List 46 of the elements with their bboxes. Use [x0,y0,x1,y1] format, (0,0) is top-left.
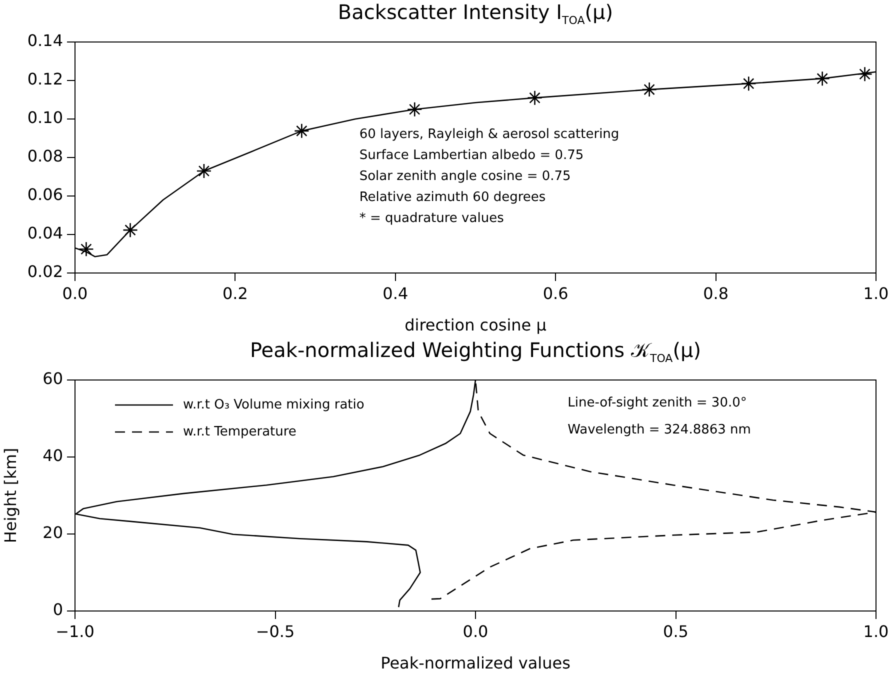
legend-label: w.r.t Temperature [183,424,296,440]
y-tick-label: 20 [42,523,63,542]
chart-title: Backscatter Intensity I$_{TOA}$(μ) [336,0,614,27]
point [196,163,212,179]
point [857,66,872,82]
point [78,241,94,257]
y-tick-label: 0.04 [27,224,63,243]
x-tick-label: 0.4 [382,284,408,303]
x-tick-label: 0.2 [222,284,248,303]
annotation: * = quadrature values [359,210,504,226]
legend-label: w.r.t O₃ Volume mixing ratio [183,397,364,412]
chart-title: Peak-normalized Weighting Functions 𝒦$_{TOA}$(μ) [248,338,702,365]
point [527,90,542,106]
x-tick-label: 1.0 [863,284,889,303]
annotation: Relative azimuth 60 degrees [359,190,546,205]
y-tick-label: 0.06 [27,185,63,204]
y-axis-title: Height [km] [0,448,20,544]
y-tick-label: 0 [52,600,63,620]
x-axis-title: direction cosine μ [404,316,546,335]
x-tick-label: −0.5 [256,622,295,641]
annotation: Wavelength = 324.8863 nm [568,422,751,438]
x-tick-label: 0.0 [62,284,88,303]
x-tick-label: 1.0 [863,622,889,641]
point [122,222,138,238]
x-axis-title: Peak-normalized values [380,654,570,673]
y-tick-label: 60 [42,369,63,388]
x-tick-label: 0.8 [703,284,729,303]
point [294,123,310,139]
y-tick-label: 0.02 [27,262,63,282]
y-tick-label: 0.12 [27,70,63,89]
x-tick-label: 0.0 [462,622,488,641]
y-tick-label: 0.10 [27,108,63,128]
annotation: Line-of-sight zenith = 30.0° [568,395,747,410]
point [642,82,657,98]
annotation: Solar zenith angle cosine = 0.75 [359,168,571,184]
y-tick-label: 40 [42,446,63,466]
point [406,102,422,118]
x-tick-label: 0.5 [663,622,688,641]
y-tick-label: 0.14 [27,31,63,50]
point [814,70,830,86]
annotation: Surface Lambertian albedo = 0.75 [359,148,584,163]
annotation: 60 layers, Rayleigh & aerosol scattering [359,126,620,142]
x-tick-label: 0.6 [542,284,568,303]
y-tick-label: 0.08 [27,146,63,166]
x-tick-label: −1.0 [56,622,94,641]
point [740,76,756,92]
